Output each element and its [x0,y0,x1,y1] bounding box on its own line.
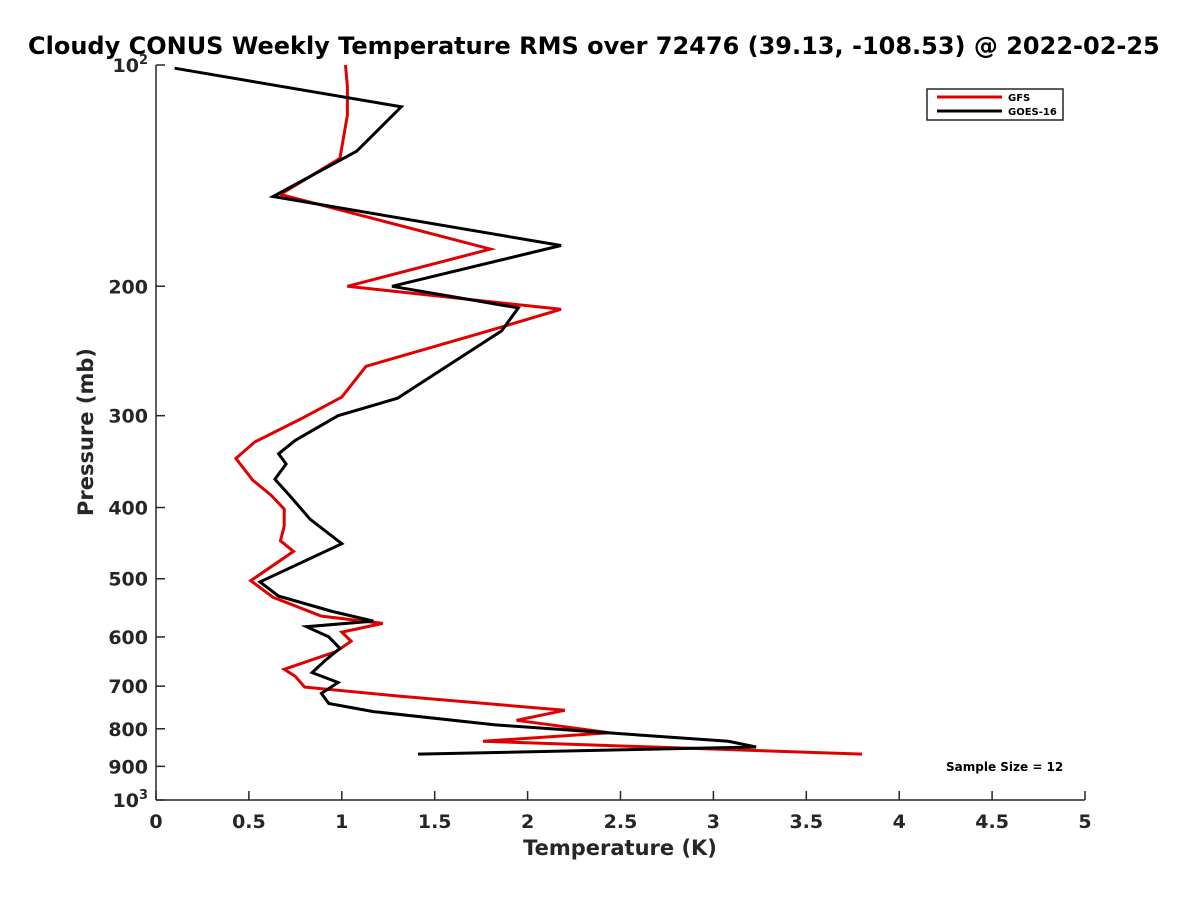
legend-box [926,88,1064,121]
y-ticks: 102 200 300 400 500 600 700 800 900 103 [108,53,165,812]
x-axis-label: Temperature (K) [523,836,717,860]
x-tick-label: 4 [893,811,906,833]
legend-label-gfs: GFS [1008,93,1030,104]
series-line-goes-16 [174,66,757,756]
y-tick-label: 102 [113,53,149,77]
y-tick-label: 700 [108,676,148,698]
y-tick-label: 600 [108,627,148,649]
y-tick-label: 103 [113,788,149,812]
sample-size-annotation: Sample Size = 12 [946,760,1063,774]
series-group [174,64,863,756]
y-tick-label: 200 [108,276,148,298]
legend-label-goes-16: GOES-16 [1008,107,1057,118]
y-tick-label: 500 [108,569,148,591]
y-tick-label: 800 [108,719,148,741]
x-tick-label: 2 [521,811,534,833]
x-tick-label: 1 [335,811,348,833]
series-line-gfs [233,64,863,756]
x-tick-label: 4.5 [975,811,1009,833]
x-tick-label: 0 [149,811,162,833]
x-tick-label: 2.5 [604,811,638,833]
y-tick-label: 300 [108,406,148,428]
y-tick-label: 400 [108,498,148,520]
x-tick-label: 3 [707,811,720,833]
legend: GFS GOES-16 [926,88,1064,121]
x-tick-label: 0.5 [232,811,266,833]
y-axis-label: Pressure (mb) [74,348,98,516]
x-ticks: 0 0.5 1 1.5 2 2.5 3 3.5 4 4.5 5 [149,791,1092,833]
axes [155,65,1085,801]
x-tick-label: 1.5 [418,811,452,833]
chart-title: Cloudy CONUS Weekly Temperature RMS over… [28,32,1160,60]
x-tick-label: 3.5 [789,811,823,833]
y-tick-label: 900 [108,756,148,778]
x-tick-label: 5 [1078,811,1091,833]
